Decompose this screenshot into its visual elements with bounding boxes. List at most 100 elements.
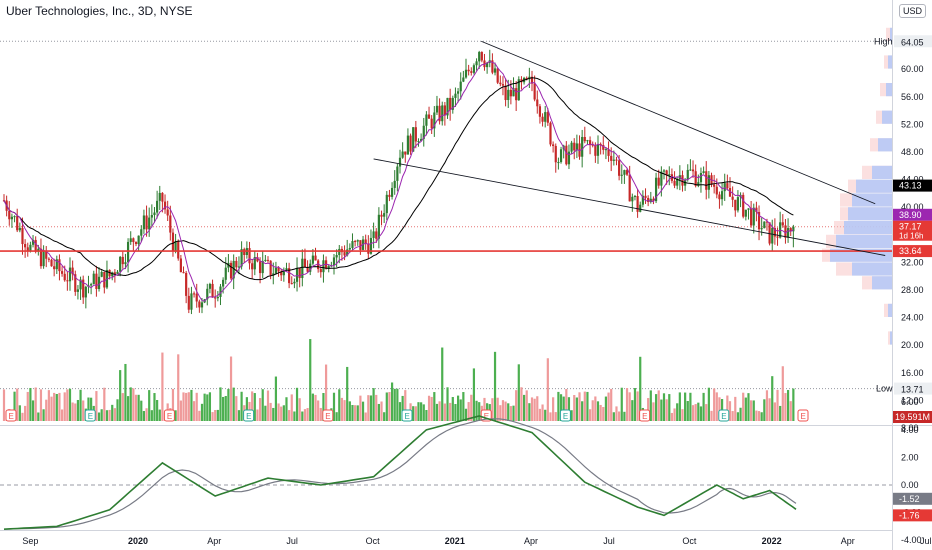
candle-body — [536, 99, 539, 107]
volume-bar — [18, 405, 21, 421]
volume-bar — [142, 411, 146, 421]
time-axis-label: Jul — [603, 536, 615, 546]
volume-profile-bar — [872, 276, 892, 290]
volume-bar — [179, 400, 182, 421]
price-flag-countdown: 1d 16h — [899, 232, 923, 241]
volume-bar — [552, 397, 555, 421]
volume-bar — [668, 394, 671, 421]
volume-bar — [198, 410, 201, 421]
candle-body — [50, 259, 53, 267]
candle-body — [248, 248, 251, 264]
volume-bar — [726, 395, 729, 421]
candle-body — [372, 231, 375, 238]
earnings-marker-label: E — [405, 412, 410, 421]
candle-body — [517, 79, 520, 101]
volume-profile-bar — [872, 165, 892, 179]
candle-body — [604, 149, 608, 151]
macd-axis-tick: 6.00 — [901, 397, 919, 407]
earnings-marker-label: E — [167, 412, 172, 421]
volume-bar — [620, 387, 623, 421]
volume-bar — [103, 387, 106, 421]
volume-bar — [570, 410, 573, 421]
volume-bar — [290, 394, 293, 421]
volume-bar — [697, 402, 700, 421]
candle-body — [319, 269, 322, 273]
candle-body — [393, 180, 396, 188]
candle-body — [515, 88, 518, 101]
candle-body — [673, 180, 676, 186]
candle-body — [111, 272, 114, 277]
candle-body — [385, 194, 388, 214]
candle-body — [765, 221, 769, 223]
volume-bar — [618, 411, 621, 421]
candle-body — [713, 184, 716, 187]
candle-body — [335, 255, 338, 258]
volume-bar — [676, 403, 679, 421]
volume-bar — [63, 392, 66, 421]
currency-badge[interactable]: USD — [898, 4, 926, 18]
volume-bar — [105, 410, 109, 421]
volume-bar — [385, 392, 388, 421]
candle-body — [586, 140, 589, 142]
candle-body — [303, 258, 307, 268]
candle-body — [84, 286, 87, 298]
price-flag-value: 43.13 — [899, 181, 922, 191]
volume-bar — [760, 412, 763, 421]
volume-bar — [126, 396, 130, 421]
price-axis-tick: 48.00 — [901, 147, 924, 157]
candle-body — [39, 248, 43, 267]
candle-body — [60, 271, 64, 274]
volume-bar — [443, 403, 446, 421]
volume-bar — [324, 364, 328, 421]
volume-bar — [100, 409, 103, 421]
candle-body — [681, 175, 684, 186]
volume-bar — [29, 387, 32, 421]
candle-body — [470, 71, 473, 73]
volume-bar — [211, 412, 214, 421]
candle-body — [464, 69, 468, 78]
volume-bar — [340, 397, 344, 421]
candle-body — [240, 249, 243, 267]
volume-bar — [190, 389, 193, 421]
price-axis-tick: 8.00 — [901, 423, 919, 433]
candle-body — [113, 272, 116, 274]
volume-bar — [195, 392, 198, 421]
volume-bar — [111, 404, 114, 421]
earnings-marker-label: E — [325, 412, 330, 421]
volume-bar — [684, 392, 687, 421]
candle-body — [475, 61, 478, 66]
volume-bar — [670, 412, 674, 421]
volume-bar — [456, 395, 460, 421]
candle-body — [697, 182, 700, 186]
candle-body — [406, 135, 410, 155]
candle-body — [195, 293, 198, 302]
volume-bar — [222, 396, 225, 421]
volume-bar — [348, 401, 351, 421]
candle-body — [158, 192, 161, 201]
volume-bar — [586, 391, 589, 421]
price-flag-value: 33.64 — [899, 246, 922, 256]
candle-body — [620, 174, 623, 176]
candle-body — [58, 259, 61, 272]
volume-bar — [699, 406, 703, 421]
candle-body — [660, 171, 663, 186]
volume-bar — [467, 402, 470, 421]
volume-bar — [229, 356, 233, 421]
volume-bar — [625, 388, 629, 421]
volume-bar — [383, 412, 386, 421]
volume-bar — [575, 397, 578, 421]
candle-body — [272, 273, 275, 276]
volume-bar — [224, 395, 227, 421]
candle-body — [261, 260, 264, 274]
volume-bar — [464, 408, 468, 421]
candle-body — [636, 196, 639, 212]
volume-bar — [208, 392, 212, 421]
volume-bar — [251, 391, 254, 421]
candle-body — [773, 228, 776, 237]
candle-body — [16, 216, 19, 231]
volume-bar — [517, 364, 520, 421]
candle-body — [396, 166, 399, 181]
candle-body — [153, 212, 156, 216]
volume-bar — [691, 405, 695, 421]
